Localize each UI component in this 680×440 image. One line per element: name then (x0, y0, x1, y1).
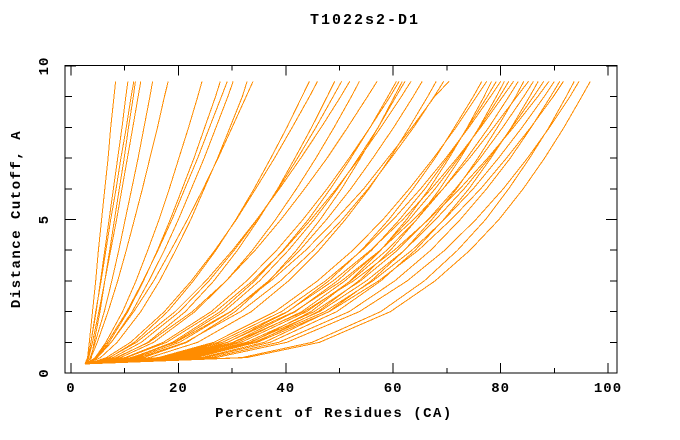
x-tick-label: 40 (276, 381, 295, 397)
model-curve (86, 81, 228, 365)
model-curve (87, 81, 343, 365)
model-curve (87, 81, 539, 365)
model-curve (87, 81, 412, 365)
x-tick-label: 0 (66, 381, 75, 397)
model-curve (87, 81, 575, 365)
model-curve (88, 81, 318, 365)
model-curve (88, 81, 351, 365)
model-curve (86, 81, 378, 365)
model-curve (84, 81, 117, 364)
x-tick-label: 100 (594, 381, 622, 397)
model-curve (88, 81, 591, 365)
model-curve (87, 81, 154, 364)
model-curve (88, 81, 529, 365)
x-axis-label: Percent of Residues (CA) (215, 406, 453, 422)
tick-labels-group: 0 20 40 60 80 100 0 5 10 (37, 57, 622, 397)
model-curve (88, 81, 450, 365)
model-curve (88, 81, 502, 365)
model-curve (88, 81, 550, 365)
model-curve (87, 81, 254, 365)
model-curve (87, 81, 555, 365)
model-curve (88, 81, 514, 365)
y-tick-label: 10 (37, 57, 53, 76)
x-tick-label: 60 (384, 381, 403, 397)
y-tick-label: 5 (37, 215, 53, 224)
model-curve (85, 81, 221, 365)
x-tick-label: 20 (169, 381, 188, 397)
model-curve (87, 81, 525, 365)
model-curves-group (84, 81, 591, 365)
model-curve (85, 81, 437, 365)
model-curve (85, 81, 519, 365)
model-curve (87, 81, 203, 365)
plot-frame-group (64, 65, 618, 374)
model-curve (85, 81, 400, 365)
model-curve (87, 81, 510, 365)
model-curve (85, 81, 169, 365)
x-tick-label: 80 (491, 381, 510, 397)
model-curve (86, 81, 545, 365)
y-tick-label: 0 (37, 368, 53, 377)
model-curve (85, 81, 564, 365)
model-curve (87, 81, 445, 365)
model-curve (86, 81, 135, 364)
plot-title: T1022s2-D1 (310, 12, 420, 29)
model-curve (86, 81, 142, 364)
model-curve (86, 81, 248, 365)
model-curve (88, 81, 423, 365)
model-curve (86, 81, 580, 365)
model-curve (88, 81, 136, 364)
model-curve (85, 81, 534, 365)
model-curve (87, 81, 488, 365)
y-axis-label: Distance Cutoff, A (9, 130, 25, 308)
model-curve (85, 81, 360, 365)
